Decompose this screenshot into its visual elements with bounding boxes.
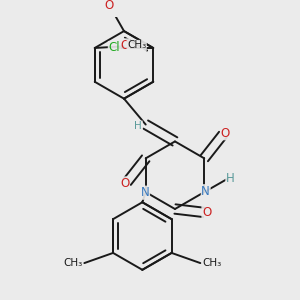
Text: CH₃: CH₃ xyxy=(63,258,82,268)
Text: O: O xyxy=(120,177,129,190)
Text: CH₃: CH₃ xyxy=(202,258,222,268)
Text: O: O xyxy=(220,127,230,140)
Text: N: N xyxy=(141,186,149,199)
Text: H: H xyxy=(226,172,235,185)
Text: H: H xyxy=(134,121,142,131)
Text: O: O xyxy=(120,39,130,52)
Text: O: O xyxy=(104,0,114,13)
Text: O: O xyxy=(202,206,211,219)
Text: Cl: Cl xyxy=(108,41,120,55)
Text: CH₃: CH₃ xyxy=(127,40,146,50)
Text: N: N xyxy=(201,185,210,198)
